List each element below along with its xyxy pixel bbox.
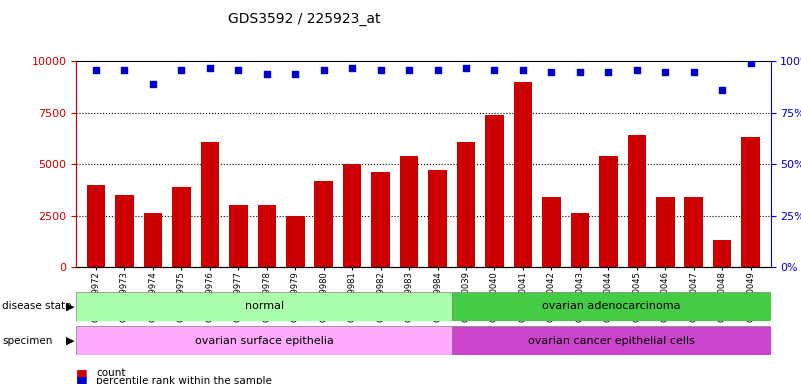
Point: [203, 65, 216, 71]
Bar: [343, 164, 361, 267]
Point: [346, 65, 359, 71]
Bar: [742, 137, 760, 267]
Bar: [258, 205, 276, 267]
Point: [574, 69, 586, 75]
Text: ovarian cancer epithelial cells: ovarian cancer epithelial cells: [528, 336, 694, 346]
Point: [232, 66, 245, 73]
Bar: [315, 180, 333, 267]
Bar: [172, 187, 191, 267]
Bar: [286, 215, 304, 267]
Bar: [656, 197, 674, 267]
Text: normal: normal: [244, 301, 284, 311]
Bar: [457, 142, 475, 267]
Point: [659, 69, 672, 75]
Point: [374, 66, 387, 73]
Bar: [453, 292, 771, 321]
Text: count: count: [96, 368, 126, 378]
Point: [744, 60, 757, 66]
Bar: [87, 185, 105, 267]
Point: [317, 66, 330, 73]
Point: [488, 66, 501, 73]
Bar: [627, 136, 646, 267]
Text: percentile rank within the sample: percentile rank within the sample: [96, 376, 272, 384]
Point: [545, 69, 557, 75]
Point: [175, 66, 187, 73]
Text: GDS3592 / 225923_at: GDS3592 / 225923_at: [228, 12, 380, 25]
Bar: [453, 326, 771, 355]
Text: ovarian adenocarcinoma: ovarian adenocarcinoma: [542, 301, 681, 311]
Point: [687, 69, 700, 75]
Text: ▶: ▶: [66, 336, 74, 346]
Bar: [429, 170, 447, 267]
Bar: [570, 214, 589, 267]
Point: [630, 66, 643, 73]
Bar: [485, 115, 504, 267]
Bar: [713, 240, 731, 267]
Point: [260, 71, 273, 77]
Point: [517, 66, 529, 73]
Bar: [599, 156, 618, 267]
Point: [403, 66, 416, 73]
Text: ▶: ▶: [66, 301, 74, 311]
Bar: [513, 82, 532, 267]
Bar: [685, 197, 703, 267]
Text: specimen: specimen: [2, 336, 53, 346]
Bar: [115, 195, 134, 267]
Point: [118, 66, 131, 73]
Bar: [200, 142, 219, 267]
Bar: [542, 197, 561, 267]
Text: disease state: disease state: [2, 301, 72, 311]
Text: ovarian surface epithelia: ovarian surface epithelia: [195, 336, 334, 346]
Point: [289, 71, 302, 77]
Bar: [372, 172, 390, 267]
Bar: [76, 292, 453, 321]
Bar: [76, 326, 453, 355]
Point: [460, 65, 473, 71]
Text: ■: ■: [76, 374, 88, 384]
Point: [147, 81, 159, 87]
Point: [716, 87, 729, 93]
Bar: [143, 214, 162, 267]
Point: [90, 66, 103, 73]
Bar: [400, 156, 418, 267]
Text: ■: ■: [76, 367, 88, 380]
Point: [431, 66, 444, 73]
Point: [602, 69, 614, 75]
Bar: [229, 205, 248, 267]
